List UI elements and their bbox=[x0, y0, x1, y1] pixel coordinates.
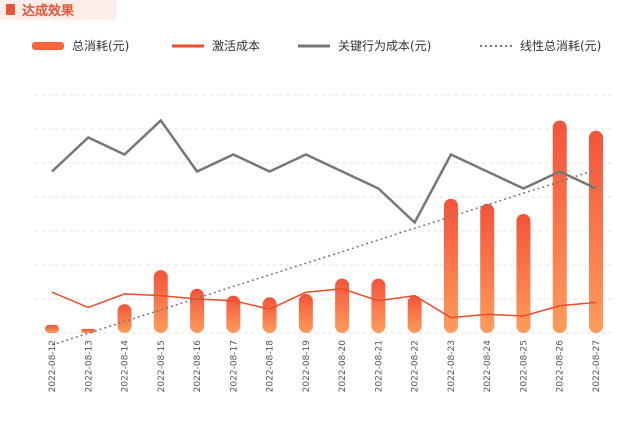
bar bbox=[117, 304, 132, 333]
x-tick-label: 2022-08-17 bbox=[229, 340, 239, 392]
x-tick-label: 2022-08-26 bbox=[556, 340, 566, 393]
x-tick-label: 2022-08-15 bbox=[157, 340, 167, 392]
bar bbox=[153, 270, 168, 333]
title-bar bbox=[0, 0, 116, 20]
x-tick-label: 2022-08-25 bbox=[519, 340, 529, 392]
bar bbox=[262, 297, 277, 333]
bar bbox=[589, 130, 603, 333]
bar bbox=[516, 214, 531, 333]
bar bbox=[81, 328, 96, 333]
line bbox=[51, 118, 597, 225]
x-tick-label: 2022-08-14 bbox=[121, 340, 131, 393]
x-tick-label: 2022-08-13 bbox=[84, 340, 94, 392]
x-tick-label: 2022-08-19 bbox=[302, 340, 312, 393]
line bbox=[51, 288, 597, 319]
x-tick-label: 2022-08-24 bbox=[483, 340, 493, 393]
bar bbox=[407, 295, 422, 333]
bar bbox=[190, 288, 205, 333]
x-tick-label: 2022-08-22 bbox=[411, 340, 421, 392]
x-tick-label: 2022-08-20 bbox=[338, 340, 348, 393]
bar bbox=[226, 295, 241, 333]
legend-label: 关键行为成本(元) bbox=[338, 39, 431, 53]
section-title: 达成效果 bbox=[22, 3, 74, 19]
bar bbox=[480, 203, 495, 333]
line bbox=[51, 169, 597, 346]
x-tick-label: 2022-08-21 bbox=[374, 340, 384, 392]
bar bbox=[552, 120, 567, 333]
x-tick-label: 2022-08-23 bbox=[447, 340, 457, 392]
bar bbox=[335, 278, 350, 333]
legend-swatch bbox=[32, 42, 64, 50]
x-tick-label: 2022-08-18 bbox=[266, 340, 276, 393]
bar bbox=[371, 278, 386, 333]
legend-label: 总消耗(元) bbox=[72, 39, 129, 53]
title-icon bbox=[6, 4, 15, 15]
bar bbox=[298, 293, 313, 333]
legend-label: 线性总消耗(元) bbox=[520, 39, 601, 53]
bar bbox=[443, 198, 458, 333]
x-tick-label: 2022-08-16 bbox=[193, 340, 203, 393]
x-tick-label: 2022-08-27 bbox=[592, 340, 602, 392]
bar bbox=[45, 324, 59, 333]
legend-label: 激活成本 bbox=[212, 39, 260, 53]
x-tick-label: 2022-08-12 bbox=[48, 340, 58, 392]
